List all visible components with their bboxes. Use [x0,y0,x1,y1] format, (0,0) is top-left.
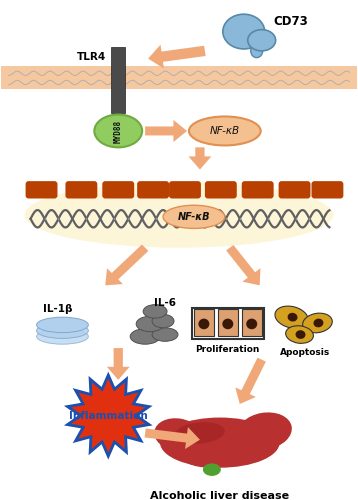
Ellipse shape [37,317,88,332]
Ellipse shape [198,318,209,329]
Ellipse shape [246,318,257,329]
Polygon shape [68,375,149,456]
FancyBboxPatch shape [242,181,274,198]
Ellipse shape [286,326,313,344]
Ellipse shape [152,314,174,328]
Ellipse shape [160,418,280,468]
Text: NF-κB: NF-κB [178,212,210,222]
Ellipse shape [287,313,297,322]
Ellipse shape [237,412,292,450]
FancyBboxPatch shape [26,181,58,198]
Ellipse shape [303,313,332,333]
FancyBboxPatch shape [102,181,134,198]
Ellipse shape [37,323,88,338]
Bar [194,310,214,336]
Text: Apoptosis: Apoptosis [280,348,331,357]
Ellipse shape [223,14,265,49]
FancyBboxPatch shape [66,181,97,198]
Text: IL-1β: IL-1β [43,304,72,314]
Ellipse shape [37,329,88,344]
FancyBboxPatch shape [279,181,310,198]
Polygon shape [189,148,211,170]
Polygon shape [105,244,148,286]
Ellipse shape [251,44,263,58]
Ellipse shape [275,306,308,328]
FancyBboxPatch shape [311,181,343,198]
Ellipse shape [175,422,225,444]
Ellipse shape [154,418,202,452]
Text: TLR4: TLR4 [77,52,106,62]
Ellipse shape [248,30,276,51]
Ellipse shape [25,182,333,248]
Polygon shape [145,427,200,449]
Text: Inflammation: Inflammation [69,410,147,420]
Text: CD73: CD73 [274,16,308,28]
Ellipse shape [94,114,142,148]
Ellipse shape [152,328,178,342]
Ellipse shape [136,316,164,332]
Polygon shape [226,245,261,286]
Ellipse shape [222,318,233,329]
Text: NF-κB: NF-κB [210,126,240,136]
Bar [111,47,125,112]
Ellipse shape [189,116,261,146]
Text: Proliferation: Proliferation [195,345,260,354]
Ellipse shape [203,464,221,476]
Ellipse shape [163,206,225,229]
Ellipse shape [130,329,160,344]
FancyBboxPatch shape [137,181,169,198]
Polygon shape [145,120,187,142]
Bar [218,310,238,336]
Ellipse shape [314,318,323,328]
Text: MYD88: MYD88 [114,120,123,142]
Text: Alcoholic liver disease: Alcoholic liver disease [150,491,289,500]
Polygon shape [107,348,130,380]
Ellipse shape [180,440,240,468]
Text: IL-6: IL-6 [154,298,176,308]
FancyBboxPatch shape [169,181,201,198]
Bar [242,310,262,336]
FancyBboxPatch shape [205,181,237,198]
Polygon shape [235,358,266,404]
Bar [1,66,357,90]
Polygon shape [148,44,205,68]
Ellipse shape [296,330,305,339]
Ellipse shape [143,304,167,318]
